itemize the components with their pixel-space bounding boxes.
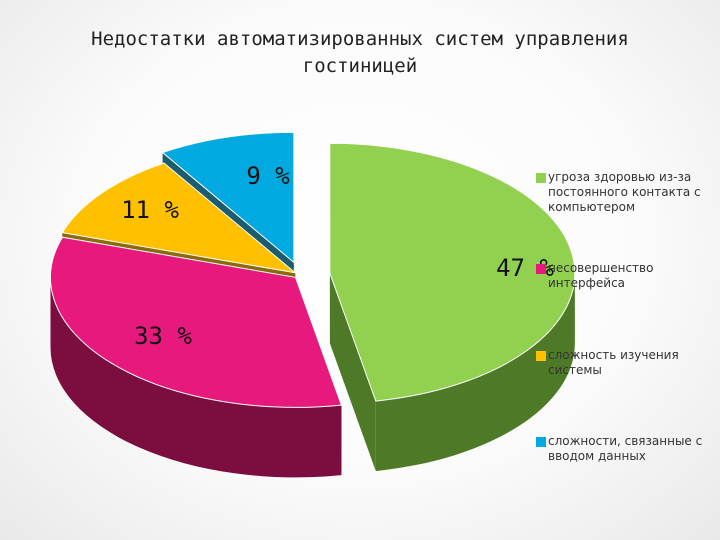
slice-rim: [50, 277, 342, 478]
slice-top: [161, 131, 295, 264]
legend-label-data-entry: сложности, связанные с вводом данных: [548, 434, 703, 463]
chart-title-line-2: гостиницей: [302, 55, 418, 77]
pie-slice-health: [329, 142, 576, 472]
legend-swatch-health: [536, 173, 546, 183]
slice-top: [50, 236, 343, 408]
slice-top: [61, 162, 298, 274]
data-label-data-entry: 9 %: [246, 162, 290, 190]
data-label-learning: 11 %: [121, 196, 179, 224]
legend-swatch-learning: [536, 351, 546, 361]
legend-swatch-data-entry: [536, 437, 546, 447]
legend-item-health: угроза здоровью из-за постоянного контак…: [536, 170, 706, 215]
legend-item-interface: несовершенство интерфейса: [536, 261, 706, 291]
legend-label-learning: сложность изучения системы: [548, 348, 679, 377]
data-label-interface: 33 %: [134, 322, 192, 350]
chart-title: Недостатки автоматизированных систем упр…: [0, 26, 720, 80]
legend-item-data-entry: сложности, связанные с вводом данных: [536, 434, 706, 464]
chart-title-line-1: Недостатки автоматизированных систем упр…: [91, 28, 629, 50]
slice-top: [329, 142, 576, 402]
slice-wall: [329, 273, 376, 472]
pie-slice-interface: [50, 236, 343, 478]
legend-label-health: угроза здоровью из-за постоянного контак…: [548, 170, 701, 214]
legend-item-learning: сложность изучения системы: [536, 348, 706, 378]
slice-rim: [375, 273, 575, 472]
legend-swatch-interface: [536, 264, 546, 274]
legend-label-interface: несовершенство интерфейса: [548, 261, 654, 290]
